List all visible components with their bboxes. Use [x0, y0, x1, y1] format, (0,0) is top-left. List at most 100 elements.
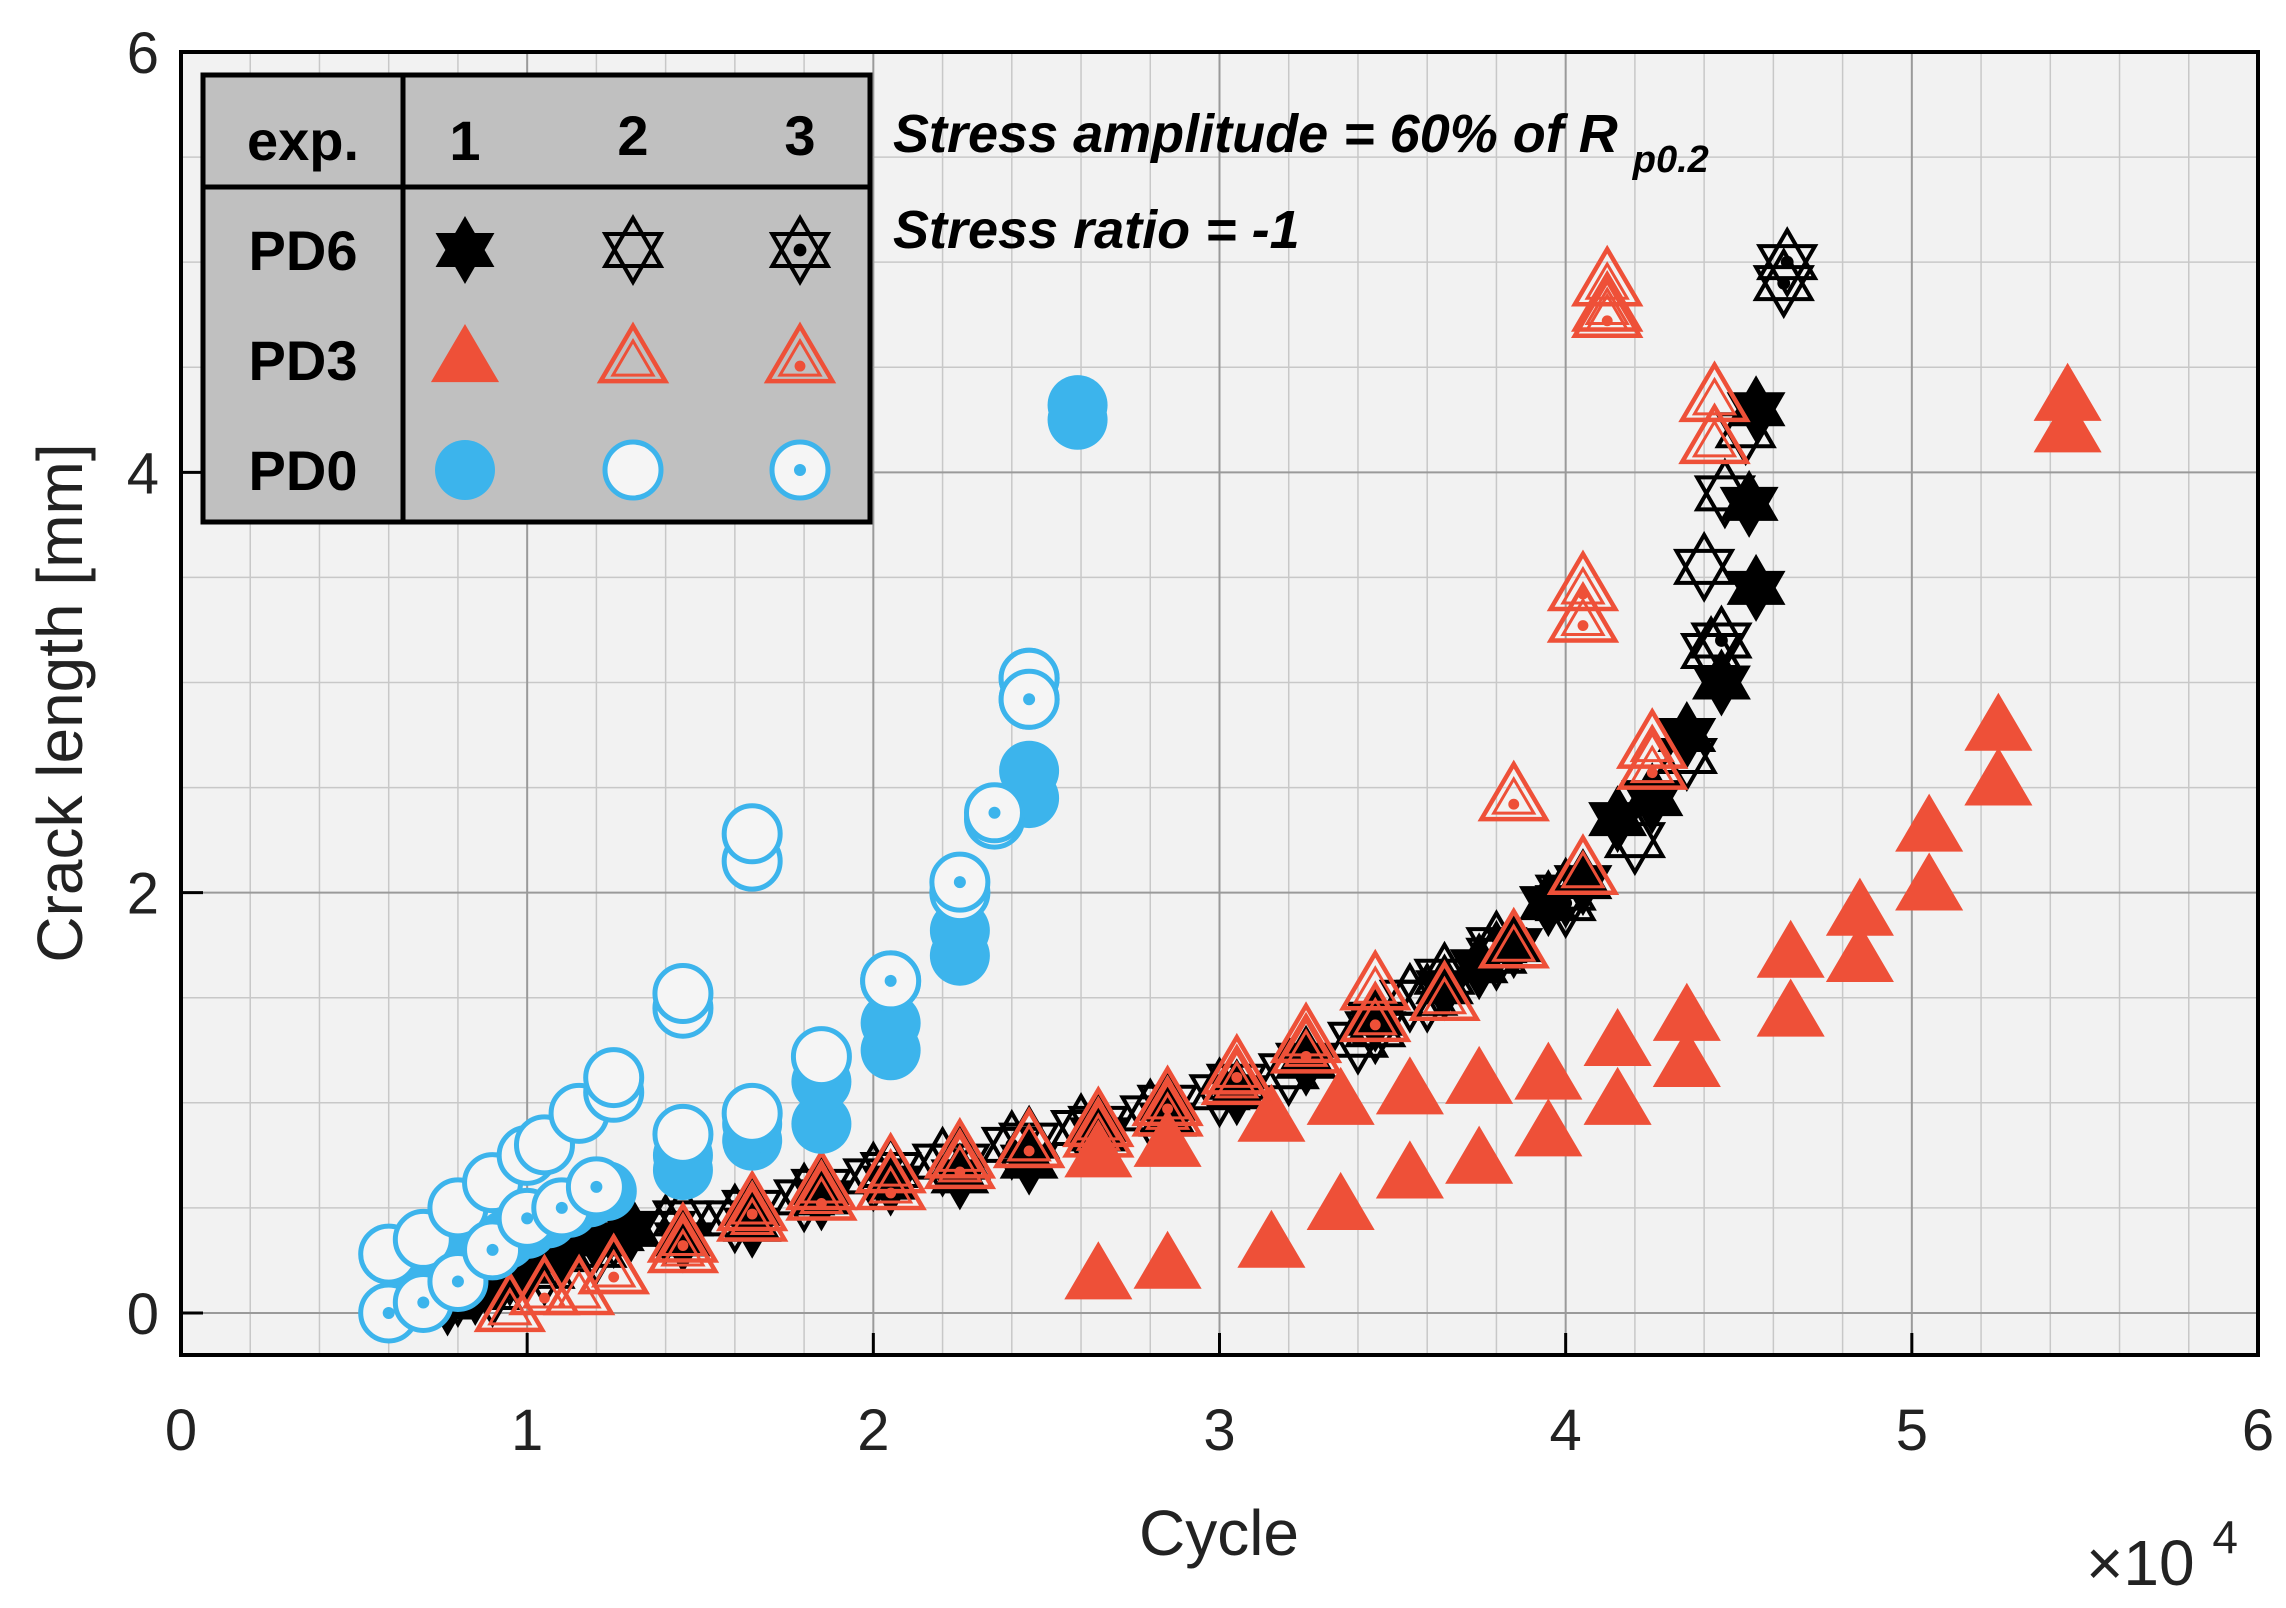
marker-dot — [1577, 620, 1589, 631]
marker-dot — [590, 1243, 603, 1257]
data-points — [358, 226, 2102, 1344]
marker-shape — [1306, 1066, 1375, 1125]
marker-dot — [1508, 798, 1520, 810]
point-pd3-exp1 — [1652, 1029, 1721, 1088]
marker-shape — [1726, 570, 1786, 622]
marker-dot — [555, 1201, 568, 1214]
point-pd3-exp3 — [715, 1169, 789, 1232]
marker-shape — [1756, 244, 1819, 299]
point-pd3-exp1 — [1237, 1083, 1306, 1142]
marker-dot — [1162, 1103, 1174, 1115]
marker-shape — [1006, 1122, 1052, 1162]
marker-shape — [1283, 1028, 1329, 1067]
legend-marker-pd3-exp1 — [430, 324, 500, 383]
point-pd3-exp2 — [1678, 360, 1751, 423]
point-pd3-exp1 — [1306, 1171, 1375, 1230]
marker-shape — [513, 1234, 576, 1289]
marker-shape — [763, 321, 837, 384]
point-pd3-exp1 — [1514, 1041, 1583, 1100]
marker-shape — [791, 1093, 852, 1154]
marker-shape — [1546, 549, 1620, 612]
legend-marker-pd3-exp3 — [763, 321, 837, 384]
marker-shape — [1615, 728, 1689, 790]
marker-shape — [1339, 980, 1412, 1043]
marker-shape — [646, 1200, 720, 1263]
marker-shape — [1200, 1043, 1274, 1106]
point-pd0-exp1 — [860, 992, 921, 1053]
marker-shape — [860, 992, 921, 1053]
marker-shape — [1445, 1125, 1514, 1184]
legend-header: exp. — [247, 109, 359, 172]
marker-shape — [1445, 1045, 1514, 1104]
marker-shape — [1615, 707, 1689, 769]
point-pd0-exp3 — [929, 851, 991, 913]
point-pd3-exp2 — [1408, 959, 1481, 1022]
marker-shape — [1825, 877, 1894, 936]
marker-shape — [2033, 394, 2102, 453]
point-pd0-exp2 — [790, 1026, 852, 1088]
point-pd3-exp3 — [1339, 980, 1412, 1043]
point-pd3-exp3 — [508, 1253, 581, 1316]
x-axis-multiplier-exponent: 4 — [2212, 1511, 2238, 1563]
marker-shape — [1214, 1049, 1260, 1088]
marker-shape — [1326, 1003, 1390, 1058]
marker-shape — [1306, 1171, 1375, 1230]
marker-shape — [1583, 1007, 1652, 1067]
marker-shape — [1047, 375, 1108, 436]
marker-dot — [451, 1275, 464, 1288]
point-pd0-exp2 — [652, 963, 714, 1025]
point-pd3-exp1 — [1652, 982, 1721, 1041]
marker-shape — [1465, 927, 1528, 982]
marker-dot — [1577, 588, 1589, 600]
marker-dot — [953, 876, 966, 889]
marker-shape — [715, 1179, 789, 1242]
marker-shape — [435, 440, 495, 500]
point-pd3-exp3 — [992, 1106, 1066, 1169]
point-pd3-exp3 — [1269, 1011, 1343, 1074]
marker-shape — [1672, 548, 1736, 603]
x-axis-multiplier-base: ×10 — [2086, 1527, 2195, 1599]
point-pd6-exp2 — [1672, 530, 1736, 603]
marker-shape — [1583, 1066, 1652, 1125]
marker-shape — [2033, 362, 2102, 421]
point-pd6-exp2 — [1603, 804, 1667, 877]
marker-dot — [1092, 1124, 1104, 1136]
legend-col-3: 3 — [784, 104, 815, 167]
legend-row-pd3: PD3 — [249, 329, 358, 392]
marker-shape — [1339, 948, 1412, 1011]
marker-shape — [1719, 486, 1779, 538]
marker-shape — [1629, 744, 1675, 784]
point-pd3-exp2 — [1200, 1043, 1274, 1106]
marker-dot — [1023, 1145, 1035, 1157]
x-tick-label: 4 — [1550, 1398, 1582, 1463]
point-pd3-exp3 — [1615, 728, 1689, 790]
marker-shape — [1714, 394, 1777, 449]
marker-shape — [1756, 978, 1825, 1037]
marker-shape — [1144, 1091, 1191, 1130]
point-pd6-exp3 — [1690, 604, 1753, 677]
marker-dot — [815, 1198, 827, 1209]
marker-dot — [1645, 791, 1659, 805]
marker-shape — [1408, 959, 1481, 1022]
marker-shape — [721, 1082, 783, 1144]
marker-shape — [1396, 979, 1459, 1034]
marker-dot — [1300, 1050, 1312, 1062]
marker-shape — [768, 232, 832, 286]
point-pd3-exp3 — [854, 1148, 927, 1211]
marker-shape — [601, 232, 665, 286]
marker-shape — [1465, 919, 1528, 974]
marker-shape — [1570, 276, 1644, 339]
y-tick-label: 6 — [127, 21, 159, 86]
marker-shape — [1560, 597, 1606, 637]
point-pd3-exp1 — [1375, 1140, 1444, 1199]
marker-shape — [1690, 604, 1753, 659]
marker-shape — [1352, 996, 1398, 1036]
marker-dot — [677, 1240, 689, 1251]
marker-shape — [660, 1227, 706, 1267]
marker-shape — [1534, 874, 1597, 929]
marker-dot — [590, 1180, 603, 1193]
marker-shape — [721, 803, 783, 865]
point-pd3-exp2 — [646, 1211, 720, 1274]
marker-shape — [715, 1169, 789, 1232]
marker-shape — [1756, 919, 1825, 978]
